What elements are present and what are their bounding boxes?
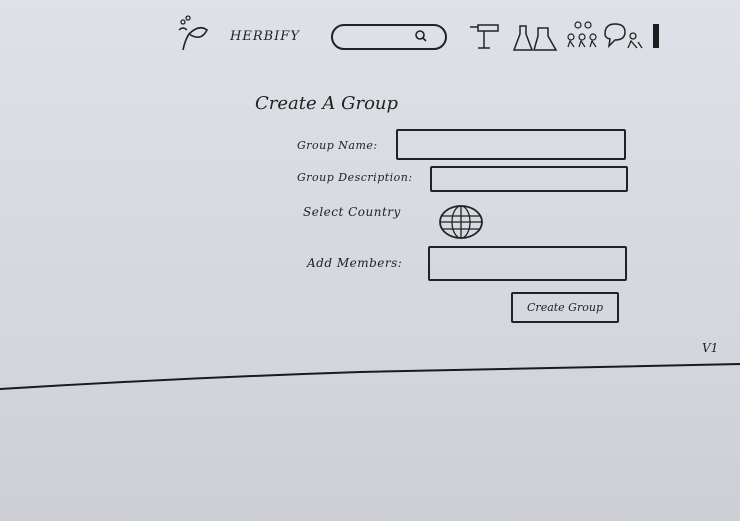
- lab-flasks-icon[interactable]: [512, 22, 562, 54]
- leaf-logo-icon[interactable]: [175, 14, 215, 54]
- chat-user-icon[interactable]: [601, 20, 645, 52]
- version-label: V1: [702, 341, 719, 355]
- brand-name[interactable]: HERBIFY: [230, 29, 300, 44]
- users-group-icon[interactable]: [566, 20, 600, 50]
- menu-bar-icon[interactable]: [653, 24, 659, 48]
- search-input[interactable]: [331, 24, 447, 50]
- group-description-input[interactable]: [430, 166, 628, 192]
- group-name-input[interactable]: [396, 129, 626, 160]
- create-group-button[interactable]: Create Group: [511, 292, 619, 323]
- select-country-label: Select Country: [303, 205, 401, 219]
- add-members-input[interactable]: [428, 246, 627, 281]
- add-members-label: Add Members:: [307, 256, 403, 270]
- group-description-label: Group Description:: [297, 171, 413, 184]
- search-icon[interactable]: [413, 28, 429, 48]
- divider-line: [0, 363, 740, 390]
- paper-background: [0, 300, 740, 521]
- create-group-button-label: Create Group: [527, 301, 603, 314]
- page-title: Create A Group: [255, 93, 399, 114]
- group-name-label: Group Name:: [297, 139, 378, 152]
- globe-icon[interactable]: [437, 202, 485, 246]
- signpost-icon[interactable]: [468, 20, 504, 50]
